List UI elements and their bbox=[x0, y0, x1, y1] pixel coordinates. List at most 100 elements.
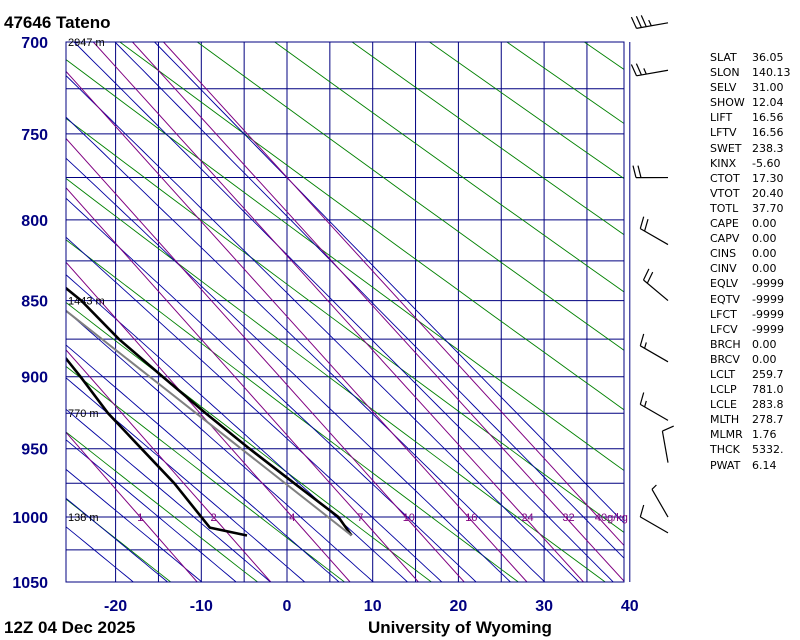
moist-adiabat bbox=[66, 377, 305, 582]
index-value: 0.00 bbox=[752, 232, 777, 246]
index-key: VTOT bbox=[710, 186, 740, 200]
stability-indices-table: SLAT 36.05 SLON 140.13 SELV 31.00 SHOW 12.04 LIF… bbox=[710, 50, 791, 473]
index-key: EQTV bbox=[710, 292, 740, 306]
index-value: 283.8 bbox=[752, 398, 784, 412]
wind-barb bbox=[639, 392, 669, 421]
index-value: -9999 bbox=[752, 307, 784, 321]
index-row: KINX -5.60 bbox=[710, 156, 791, 171]
index-row: BRCV 0.00 bbox=[710, 352, 791, 367]
wind-barb bbox=[632, 165, 669, 179]
index-value: -9999 bbox=[752, 277, 784, 291]
index-key: MLTH bbox=[710, 413, 740, 427]
wind-barbs bbox=[630, 15, 674, 534]
pressure-tick-label: 950 bbox=[21, 442, 48, 459]
wind-barb bbox=[630, 15, 669, 29]
mixing-ratio-lines bbox=[66, 42, 624, 582]
index-row: SLON 140.13 bbox=[710, 65, 791, 80]
temperature-tick-label: 30 bbox=[535, 598, 553, 615]
parcel-profile bbox=[66, 309, 353, 537]
temperature-tick-label: -20 bbox=[104, 598, 127, 615]
index-row: EQTV -9999 bbox=[710, 292, 791, 307]
pressure-tick-label: 850 bbox=[21, 294, 48, 311]
mixing-ratio-line bbox=[163, 42, 624, 547]
height-labels: 2947 m 1443 m 770 m 138 m bbox=[68, 37, 105, 524]
index-value: 259.7 bbox=[752, 367, 784, 381]
moist-adiabat bbox=[66, 468, 203, 582]
mixing-ratio-line bbox=[66, 137, 465, 582]
index-row: CINS 0.00 bbox=[710, 246, 791, 261]
height-label: 1443 m bbox=[68, 296, 105, 308]
index-key: CTOT bbox=[710, 171, 740, 185]
pressure-tick-label: 700 bbox=[21, 35, 48, 52]
moist-adiabat bbox=[66, 408, 271, 582]
pressure-tick-label: 750 bbox=[21, 127, 48, 144]
pressure-tick-label: 1050 bbox=[12, 575, 48, 592]
index-row: LCLE 283.8 bbox=[710, 397, 791, 412]
index-row: SWET 238.3 bbox=[710, 141, 791, 156]
index-value: 12.04 bbox=[752, 96, 784, 110]
mixing-ratio-line bbox=[132, 42, 624, 582]
index-value: 140.13 bbox=[752, 66, 791, 80]
index-key: SWET bbox=[710, 141, 742, 155]
temperature-axis-labels: -20 -10 0 10 20 30 40 bbox=[104, 598, 639, 615]
index-key: LFCV bbox=[710, 322, 738, 336]
index-value: 278.7 bbox=[752, 413, 784, 427]
dry-adiabat bbox=[66, 498, 171, 582]
mixing-ratio-label: 24 bbox=[521, 512, 533, 524]
index-value: 6.14 bbox=[752, 458, 777, 472]
index-value: 17.30 bbox=[752, 171, 784, 185]
index-row: LIFT 16.56 bbox=[710, 110, 791, 125]
dry-adiabat bbox=[274, 42, 624, 293]
moist-adiabat bbox=[66, 74, 580, 582]
mixing-ratio-label: 32 bbox=[562, 512, 574, 524]
index-value: 0.00 bbox=[752, 262, 777, 276]
plot-frame bbox=[65, 41, 625, 583]
dry-adiabat bbox=[197, 42, 624, 351]
index-value: 0.00 bbox=[752, 247, 777, 261]
wind-barb bbox=[639, 504, 669, 534]
index-row: VTOT 20.40 bbox=[710, 186, 791, 201]
index-key: CAPE bbox=[710, 217, 739, 231]
dry-adiabat bbox=[66, 365, 345, 582]
mixing-ratio-label: 40g/kg bbox=[595, 512, 628, 524]
index-key: MLMR bbox=[710, 428, 743, 442]
dry-adiabat bbox=[66, 301, 432, 582]
temperature-gridlines bbox=[115, 42, 631, 582]
mixing-ratio-line bbox=[66, 431, 198, 582]
index-key: BRCH bbox=[710, 337, 741, 351]
dry-adiabat bbox=[66, 431, 258, 582]
mixing-ratio-labels: 1 2 4 7 10 16 24 32 40g/kg bbox=[137, 512, 628, 524]
height-label: 2947 m bbox=[68, 37, 105, 49]
wind-barb bbox=[630, 63, 669, 77]
index-value: -9999 bbox=[752, 292, 784, 306]
index-key: LCLP bbox=[710, 383, 737, 397]
temperature-tick-label: 20 bbox=[450, 598, 468, 615]
index-row: CINV 0.00 bbox=[710, 261, 791, 276]
wind-barb bbox=[661, 425, 674, 463]
moist-adiabat bbox=[66, 344, 340, 582]
index-key: BRCV bbox=[710, 352, 740, 366]
index-value: 16.56 bbox=[752, 126, 784, 140]
index-key: THCK bbox=[710, 443, 740, 457]
moist-adiabat bbox=[73, 42, 614, 582]
index-row: LFCT -9999 bbox=[710, 307, 791, 322]
index-row: MLMR 1.76 bbox=[710, 427, 791, 442]
wind-barb bbox=[639, 333, 669, 363]
index-value: 5332. bbox=[752, 443, 784, 457]
temperature-tick-label: 10 bbox=[364, 598, 382, 615]
station-title: 47646 Tateno bbox=[4, 13, 110, 32]
index-row: LCLT 259.7 bbox=[710, 367, 791, 382]
sounding-profiles bbox=[66, 286, 353, 537]
index-value: 20.40 bbox=[752, 186, 784, 200]
index-key: CAPV bbox=[710, 232, 740, 246]
mixing-ratio-label: 1 bbox=[137, 512, 143, 524]
pressure-tick-label: 800 bbox=[21, 213, 48, 230]
index-row: THCK 5332. bbox=[710, 442, 791, 457]
wind-barb bbox=[651, 484, 669, 518]
wind-barb bbox=[642, 268, 669, 302]
moist-adiabat bbox=[66, 157, 511, 582]
index-row: SLAT 36.05 bbox=[710, 50, 791, 65]
mixing-ratio-line bbox=[66, 187, 419, 582]
index-key: TOTL bbox=[710, 201, 739, 215]
